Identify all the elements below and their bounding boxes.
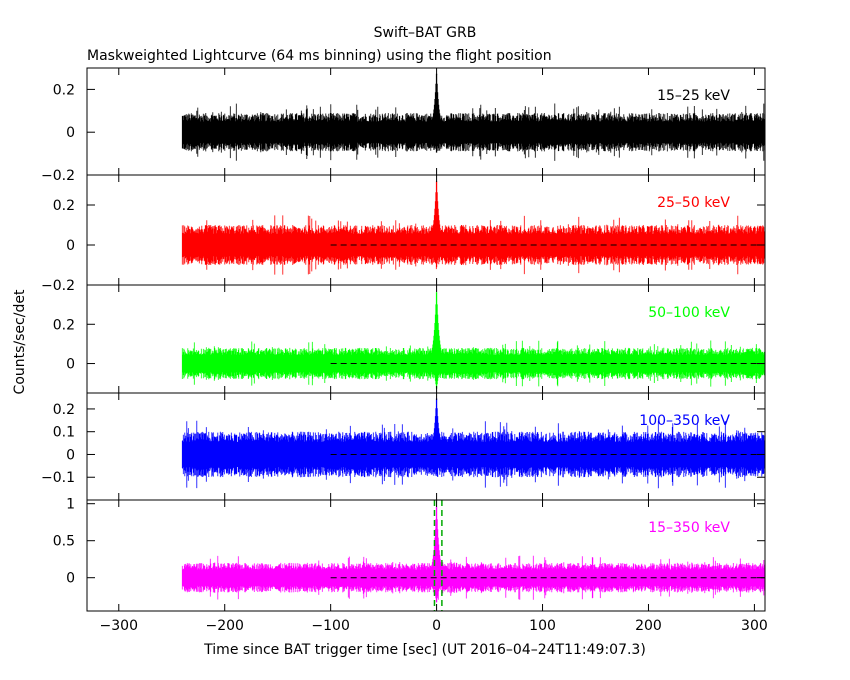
y-axis-label: Counts/sec/det [12,289,28,394]
x-tick-label-0: −300 [100,618,138,634]
panel-0: −0.2 0 0.2 15–25 keV [41,67,766,184]
y-tick-label-0-1: 0 [66,125,75,141]
x-tick-label-3: 0 [432,618,441,634]
panel-1: −0.2 0 0.2 25–50 keV [41,174,766,294]
panel-2: 0 0.2 50–100 keV [53,284,766,394]
panel-frame-4 [86,499,766,612]
series-line-0 [181,73,766,161]
y-tick-label-0-2: 0.2 [53,82,75,98]
x-tick-label-6: 300 [741,618,768,634]
y-tick-label-4-0: 0 [66,571,75,587]
x-tick-label-4: 100 [529,618,556,634]
x-tick-label-2: −100 [311,618,349,634]
y-tick-label-3-0: −0.1 [41,470,75,486]
panels-group: −0.2 0 0.2 15–25 keV −0.2 0 0.2 25–50 keV 0 0.2 50… [41,67,768,634]
y-tick-label-1-1: 0 [66,238,75,254]
y-tick-label-3-2: 0.1 [53,425,75,441]
chart-subtitle: Maskweighted Lightcurve (64 ms binning) … [87,48,552,64]
y-tick-label-3-3: 0.2 [53,402,75,418]
panel-4: 0 0.5 1 15–350 keV [53,497,766,612]
y-tick-label-3-1: 0 [66,447,75,463]
panel-3: −0.1 0 0.1 0.2 100–350 keV [41,392,766,501]
y-tick-label-4-2: 1 [66,497,75,513]
series-line-3 [181,398,766,489]
y-tick-label-4-1: 0.5 [53,534,75,550]
y-tick-label-0-0: −0.2 [41,168,75,184]
x-axis-label: Time since BAT trigger time [sec] (UT 20… [203,642,646,658]
band-label-4: 15–350 keV [648,520,730,536]
band-label-3: 100–350 keV [639,413,730,429]
y-tick-label-1-2: 0.2 [53,198,75,214]
band-label-2: 50–100 keV [648,305,730,321]
band-label-1: 25–50 keV [657,195,730,211]
y-tick-label-2-0: 0 [66,357,75,373]
x-tick-label-5: 200 [635,618,662,634]
chart-title: Swift–BAT GRB [374,25,477,41]
band-label-0: 15–25 keV [657,88,730,104]
y-tick-label-1-0: −0.2 [41,278,75,294]
x-tick-label-1: −200 [205,618,243,634]
y-tick-label-2-1: 0.2 [53,317,75,333]
